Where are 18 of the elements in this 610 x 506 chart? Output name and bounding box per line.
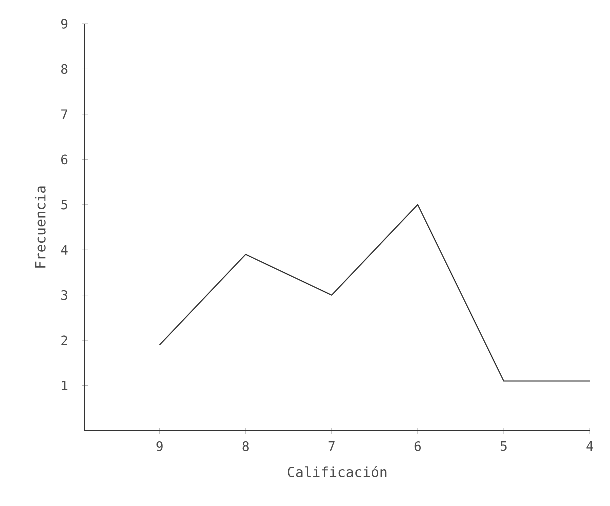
- line-series: [159, 204, 590, 382]
- y-tick-label: 3: [62, 290, 68, 300]
- y-axis-title: Frecuencia: [35, 186, 46, 268]
- x-tick-label: 4: [586, 442, 594, 451]
- y-tick-label: 7: [62, 110, 68, 120]
- y-tick-label: 4: [61, 245, 68, 255]
- x-tick-label: 8: [242, 442, 249, 452]
- y-tick-label: 9: [61, 19, 68, 29]
- y-tick-label: 6: [62, 154, 68, 165]
- x-tick-label: 5: [500, 442, 507, 452]
- x-tick-label: 7: [328, 442, 335, 451]
- y-tick-label: 8: [62, 64, 68, 74]
- y-tick-label: 1: [62, 381, 68, 390]
- x-tick-label: 6: [414, 442, 421, 452]
- x-axis-title: Calificación: [288, 466, 387, 478]
- y-tick-label: 2: [62, 336, 68, 346]
- x-tick-label: 9: [156, 442, 163, 452]
- y-tick-label: 5: [62, 200, 68, 210]
